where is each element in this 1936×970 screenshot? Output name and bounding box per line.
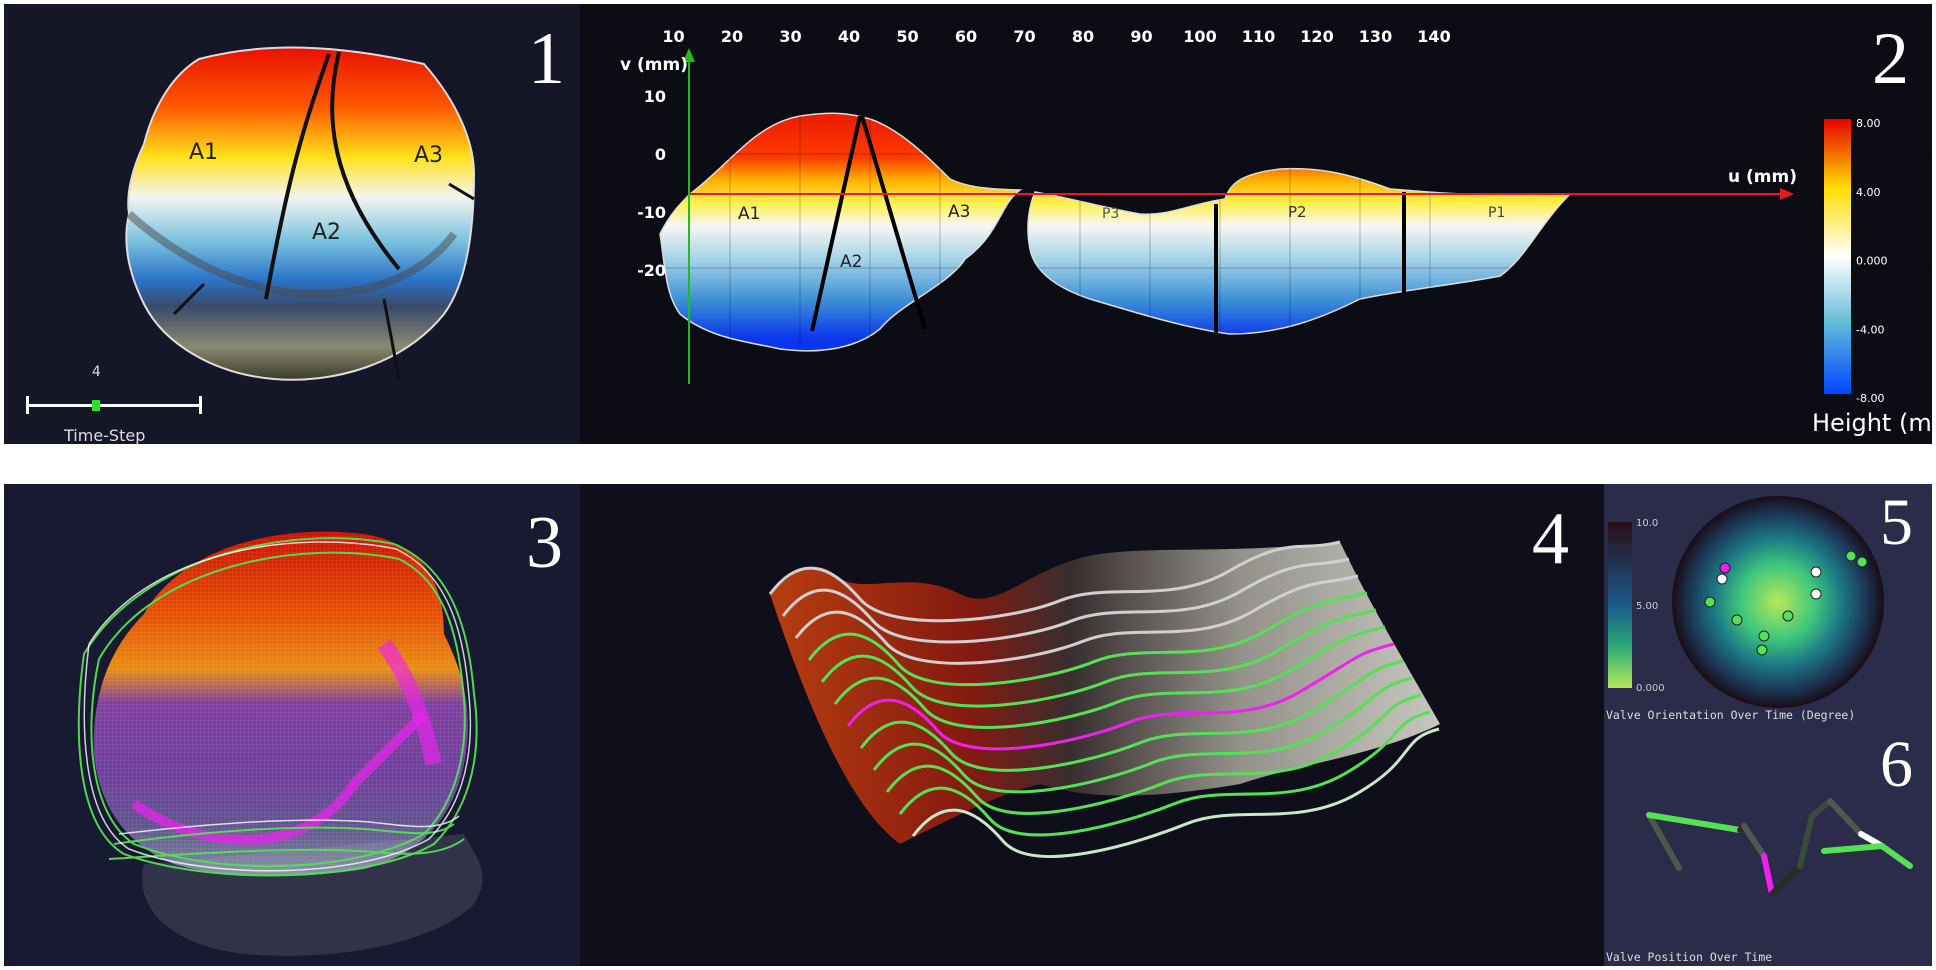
posterior-leaflet-surface [1027,167,1572,335]
profile-line [807,591,1368,687]
colorbar-tick-label: -4.00 [1856,323,1884,336]
colorbar-tick-label: 4.00 [1856,186,1881,199]
profile-line [872,676,1413,794]
colorbar-tick-max: 10.0 [1636,518,1658,529]
profile-line [781,557,1350,644]
segment-boundaries [810,115,1406,334]
colorbar-tick-min: 0.000 [1636,683,1665,694]
region-label-a1: A1 [189,140,218,165]
grid-lines [580,94,1932,344]
y-tick-label: 0 [655,145,666,164]
orientation-caption: Valve Orientation Over Time (Degree) [1606,708,1856,722]
region-label-p1: P1 [1488,205,1505,221]
profile-line [820,608,1377,708]
panel-number: 5 [1880,486,1913,559]
region-label-a2: A2 [312,220,341,245]
region-label-p3: P3 [1102,206,1119,222]
x-tick-label: 80 [1072,27,1094,46]
position-caption: Valve Position Over Time [1606,950,1773,964]
profile-line [794,574,1359,665]
panel-3-valve-wireframe[interactable]: 3 [4,484,580,966]
colorbar-tick-mid: 5.00 [1636,601,1658,612]
panel-4-surface-profile-3d[interactable]: 4 [580,484,1604,966]
colorbar-tick-label: -8.00 [1856,392,1884,405]
panel-number: 1 [528,18,565,100]
panel-number: 4 [1532,498,1569,580]
panel-number: 2 [1872,18,1909,100]
panel-2-unrolled-height-map[interactable]: 10 20 30 40 50 60 70 80 90 100 110 120 130 140 10 0 -10… [580,4,1932,444]
y-tick-label: 10 [644,87,666,106]
x-tick-label: 100 [1183,27,1216,46]
x-tick-label: 130 [1359,27,1392,46]
region-label-p2: P2 [1288,203,1307,221]
colorbar-title: Height (mm) [1812,409,1932,437]
x-tick-label: 30 [779,27,801,46]
profile-line [885,693,1422,815]
region-label-a3: A3 [948,202,970,222]
panel-number: 3 [526,502,563,584]
region-label-a1: A1 [738,204,760,224]
position-trajectory [1646,798,1913,897]
profile-line [911,727,1440,858]
x-tick-label: 140 [1417,27,1450,46]
profile-line [898,710,1431,837]
u-axis-label: u (mm) [1728,167,1797,187]
v-axis-arrow [683,48,695,62]
valve-wireframe [77,531,483,956]
x-tick-label: 120 [1300,27,1333,46]
y-tick-label: -10 [637,203,666,222]
orientation-polar-plot: 10.0 5.00 0.000 [1608,496,1884,708]
y-tick-label: -20 [637,261,666,280]
x-tick-label: 40 [838,27,860,46]
anterior-leaflet-surface [659,112,1023,352]
panel-number: 6 [1880,728,1913,801]
panel-1-valve-3d-view[interactable]: A1 A2 A3 1 4 Time-Step [4,4,580,444]
profile-line [833,625,1386,729]
x-tick-label: 50 [896,27,918,46]
colorbar [1824,119,1851,394]
colorbar-tick-label: 8.00 [1856,117,1881,130]
colorbar-tick-label: 0.000 [1856,255,1888,268]
timestep-slider[interactable] [26,384,202,414]
x-tick-label: 10 [662,27,684,46]
profile-line [768,540,1341,623]
x-tick-label: 90 [1130,27,1152,46]
v-axis-label: v (mm) [620,55,688,75]
panel-6-valve-position[interactable]: 6 Valve Position Over Time [1604,726,1932,966]
x-tick-label: 110 [1242,27,1275,46]
slider-track [26,404,202,407]
slider-cap-left [26,396,29,414]
x-tick-label: 60 [955,27,977,46]
panel-5-valve-orientation[interactable]: 10.0 5.00 0.000 5 Valve Orientation Over… [1604,484,1932,726]
u-axis-arrow [1780,188,1794,200]
region-label-a2: A2 [840,252,862,272]
x-tick-label: 20 [721,27,743,46]
slider-cap-right [199,396,202,414]
orientation-disc [1672,496,1884,708]
height-map-plot: 10 20 30 40 50 60 70 80 90 100 110 120 130 140 100-10… [580,27,1932,437]
orientation-colorbar [1608,522,1632,688]
timestep-value: 4 [91,364,101,380]
timestep-label: Time-Step [64,426,146,444]
valve-surface-1: A1 A2 A3 [125,46,476,381]
profile-line [859,659,1404,772]
profile-line [846,642,1395,751]
x-tick-label: 70 [1013,27,1035,46]
region-label-a3: A3 [414,143,443,168]
surface-profile [768,540,1440,858]
slider-handle[interactable] [92,400,101,411]
